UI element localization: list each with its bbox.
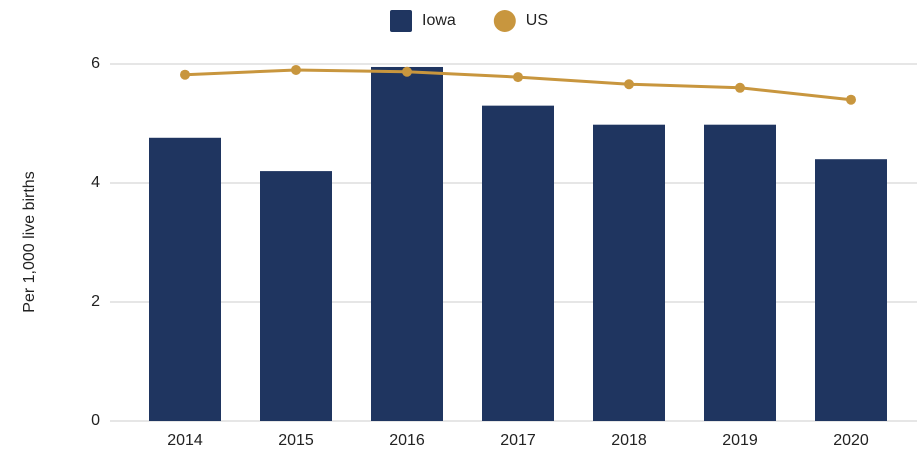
legend-label: Iowa — [422, 12, 456, 29]
bar — [815, 159, 887, 421]
x-tick-label: 2016 — [389, 432, 425, 449]
y-axis-label: Per 1,000 live births — [21, 171, 38, 312]
x-tick-label: 2019 — [722, 432, 758, 449]
x-tick-label: 2018 — [611, 432, 647, 449]
line-point — [180, 69, 190, 80]
bar — [482, 105, 554, 422]
y-tick-label: 4 — [91, 174, 100, 191]
bar — [149, 137, 221, 421]
bar — [260, 171, 332, 421]
y-tick-label: 2 — [91, 293, 100, 310]
line-point — [291, 64, 301, 75]
x-tick-label: 2017 — [500, 432, 536, 449]
bar — [593, 124, 665, 421]
y-tick-label: 0 — [91, 412, 100, 429]
bar — [704, 124, 776, 421]
legend-swatch — [390, 10, 412, 32]
line-point — [735, 82, 745, 93]
line-point — [846, 94, 856, 105]
x-tick-label: 2020 — [833, 432, 869, 449]
legend-swatch — [493, 10, 516, 32]
line-point — [624, 79, 634, 90]
x-tick-label: 2014 — [167, 432, 203, 449]
legend-label: US — [526, 12, 548, 29]
line-point — [513, 72, 523, 83]
y-tick-label: 6 — [91, 55, 100, 72]
x-tick-label: 2015 — [278, 432, 314, 449]
bar — [371, 66, 443, 421]
line-point — [402, 66, 412, 77]
